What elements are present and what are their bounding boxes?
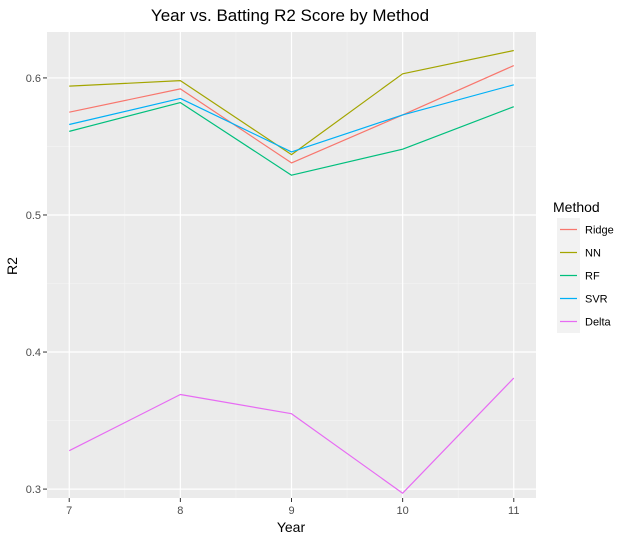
x-tick-label: 11 (508, 505, 519, 517)
legend-label: RF (585, 271, 600, 283)
x-tick-label: 7 (66, 505, 72, 517)
y-axis-ticks: 0.3 0.4 0.5 0.6 (26, 73, 47, 496)
legend: Method Ridge NN RF SVR Delta (553, 199, 614, 333)
series-line-rf (69, 101, 514, 176)
y-axis-title: R2 (4, 257, 20, 275)
legend-label: Delta (585, 317, 612, 329)
legend-label: Ridge (585, 225, 614, 237)
legend-items: Ridge NN RF SVR Delta (557, 218, 614, 333)
legend-title: Method (553, 199, 600, 215)
series-line-svr (69, 84, 514, 153)
series-line-nn (69, 49, 514, 156)
y-tick-label: 0.6 (26, 73, 41, 85)
x-tick-label: 10 (397, 505, 409, 517)
x-axis-title: Year (277, 519, 306, 535)
x-axis-ticks: 7 8 9 10 11 (66, 498, 519, 517)
series-lines (68, 49, 515, 494)
legend-label: SVR (585, 294, 608, 306)
y-tick-label: 0.3 (26, 484, 41, 496)
x-tick-label: 8 (177, 505, 183, 517)
major-gridlines (47, 32, 536, 498)
legend-label: NN (585, 248, 601, 260)
y-tick-label: 0.4 (26, 347, 41, 359)
series-line-ridge (69, 65, 515, 164)
y-tick-label: 0.5 (26, 210, 41, 222)
chart-title: Year vs. Batting R2 Score by Method (151, 6, 429, 25)
x-tick-label: 9 (288, 505, 294, 517)
series-line-delta (68, 377, 515, 494)
